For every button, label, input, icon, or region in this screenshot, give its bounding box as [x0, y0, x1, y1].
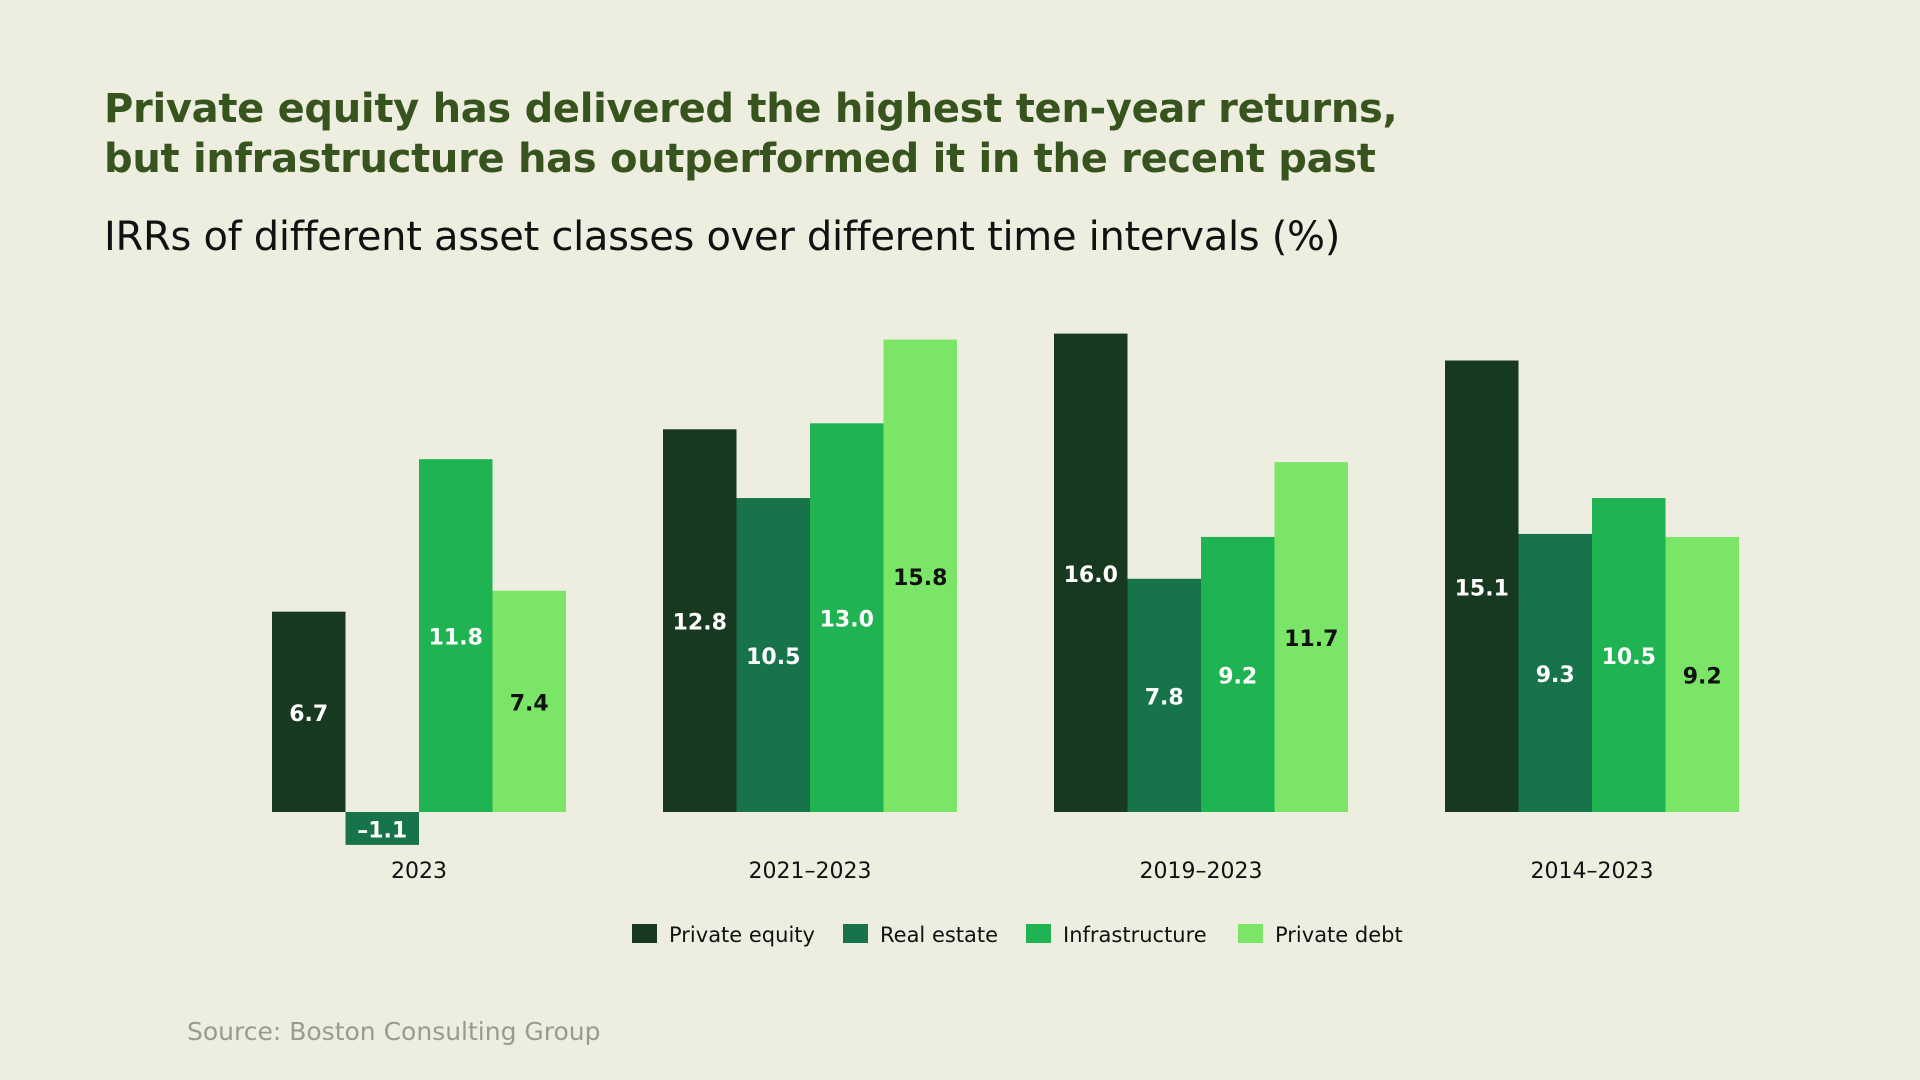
bar-infrastructure-2: [1201, 536, 1275, 812]
category-label: 2021–2023: [749, 859, 872, 884]
data-label: 10.5: [1602, 645, 1656, 670]
bar-real-estate-3: [1518, 533, 1592, 812]
bar-real-estate-2: [1127, 578, 1201, 812]
data-label: –1.1: [357, 818, 407, 843]
data-label: 9.3: [1536, 663, 1575, 688]
bar-chart: 6.7 –1.1 11.8 7.4 2023 12.8 10.5 13.0 15.8 2021–2…: [272, 333, 1739, 947]
bar-real-estate-1: [736, 498, 810, 812]
category-label: 2019–2023: [1140, 859, 1263, 884]
bar-private-debt-2: [1274, 462, 1348, 812]
data-label: 7.8: [1145, 685, 1184, 710]
bar-infrastructure-1: [810, 423, 884, 812]
data-label: 11.7: [1284, 627, 1338, 652]
bar-private-equity-0: [272, 611, 346, 812]
data-label: 12.8: [673, 611, 727, 636]
legend-swatch-infrastructure: [1026, 924, 1051, 943]
legend-swatch-private-debt: [1238, 924, 1263, 943]
data-label: 15.8: [893, 566, 947, 591]
legend-swatch-private-equity: [632, 924, 657, 943]
bar-private-debt-1: [883, 339, 957, 812]
bar-group-1: 12.8 10.5 13.0 15.8 2021–2023: [663, 339, 957, 884]
category-label: 2014–2023: [1531, 859, 1654, 884]
bar-private-equity-1: [663, 429, 737, 812]
bar-group-3: 15.1 9.3 10.5 9.2 2014–2023: [1445, 360, 1739, 884]
bar-private-debt-0: [492, 590, 566, 812]
legend-swatch-real-estate: [843, 924, 868, 943]
legend: Private equity Real estate Infrastructure P…: [632, 923, 1403, 947]
headline: Private equity has delivered the highest…: [104, 84, 1604, 184]
category-label: 2023: [391, 859, 447, 884]
legend-label: Real estate: [880, 923, 998, 947]
bar-group-2: 16.0 7.8 9.2 11.7 2019–2023: [1054, 333, 1348, 884]
bar-real-estate-0: [345, 812, 419, 845]
source-note: Source: Boston Consulting Group: [187, 1017, 601, 1046]
data-label: 6.7: [289, 702, 328, 727]
bar-infrastructure-0: [419, 459, 493, 812]
legend-label: Private debt: [1275, 923, 1403, 947]
bar-private-equity-2: [1054, 333, 1128, 812]
bar-group-0: 6.7 –1.1 11.8 7.4 2023: [272, 459, 566, 884]
headline-line-1: Private equity has delivered the highest…: [104, 86, 1398, 132]
legend-label: Private equity: [669, 923, 815, 947]
data-label: 15.1: [1455, 576, 1509, 601]
headline-line-2: but infrastructure has outperformed it i…: [104, 136, 1376, 182]
data-label: 10.5: [746, 645, 800, 670]
bar-infrastructure-3: [1592, 498, 1666, 812]
data-label: 11.8: [429, 626, 483, 651]
legend-label: Infrastructure: [1063, 923, 1207, 947]
data-label: 13.0: [820, 608, 874, 633]
data-label: 16.0: [1064, 563, 1118, 588]
data-label: 9.2: [1218, 664, 1257, 689]
data-label: 7.4: [510, 691, 549, 716]
bar-private-debt-3: [1665, 536, 1739, 812]
bar-private-equity-3: [1445, 360, 1519, 812]
data-label: 9.2: [1683, 664, 1722, 689]
chart-title: IRRs of different asset classes over dif…: [104, 214, 1341, 260]
